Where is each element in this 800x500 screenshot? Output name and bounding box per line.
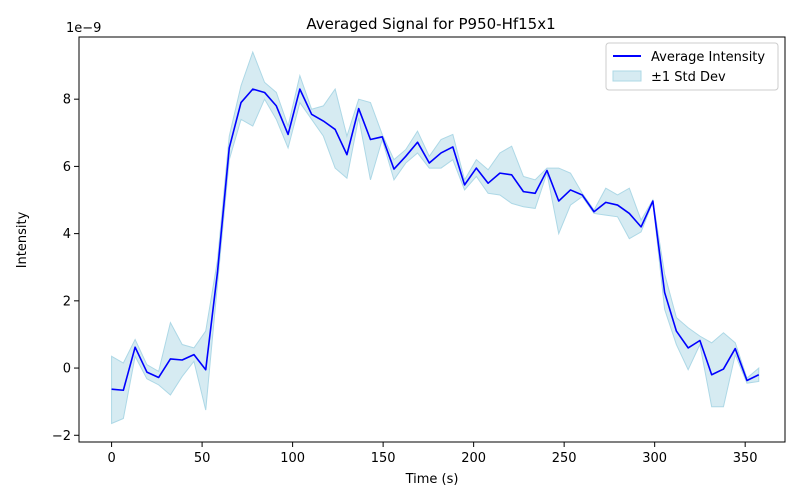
plot-frame — [78, 36, 786, 443]
x-axis: 0 50 100 150 200 250 300 350 — [107, 442, 758, 466]
y-axis: −2 0 2 4 6 8 — [52, 93, 79, 444]
legend-label-std-dev: ±1 Std Dev — [651, 70, 726, 85]
x-tick-label: 200 — [461, 451, 486, 466]
y-axis-title: Intensity — [15, 211, 30, 268]
average-line-layer — [111, 88, 760, 392]
x-tick-label: 350 — [733, 451, 758, 466]
y-tick-label: 8 — [63, 93, 71, 108]
y-tick-label: 2 — [63, 294, 71, 309]
x-axis-title: Time (s) — [405, 472, 459, 487]
chart-title: Averaged Signal for P950-Hf15x1 — [306, 15, 555, 33]
plot-area — [111, 50, 760, 425]
x-tick-label: 250 — [552, 451, 577, 466]
y-tick-label: 6 — [63, 160, 71, 175]
y-tick-label: 4 — [63, 227, 71, 242]
x-tick-label: 150 — [371, 451, 396, 466]
std-dev-band-layer — [111, 50, 760, 425]
legend: Average Intensity ±1 Std Dev — [605, 42, 779, 91]
legend-box — [605, 42, 779, 91]
y-offset-label: 1e−9 — [66, 21, 101, 36]
x-tick-label: 300 — [642, 451, 667, 466]
x-tick-label: 0 — [107, 451, 115, 466]
x-tick-label: 50 — [194, 451, 211, 466]
y-tick-label: −2 — [52, 429, 71, 444]
y-tick-label: 0 — [63, 362, 71, 377]
x-tick-label: 100 — [280, 451, 305, 466]
average-intensity-line — [111, 88, 760, 392]
legend-swatch-std-dev — [612, 70, 642, 82]
legend-label-average-intensity: Average Intensity — [651, 50, 765, 65]
std-dev-band — [111, 50, 760, 425]
